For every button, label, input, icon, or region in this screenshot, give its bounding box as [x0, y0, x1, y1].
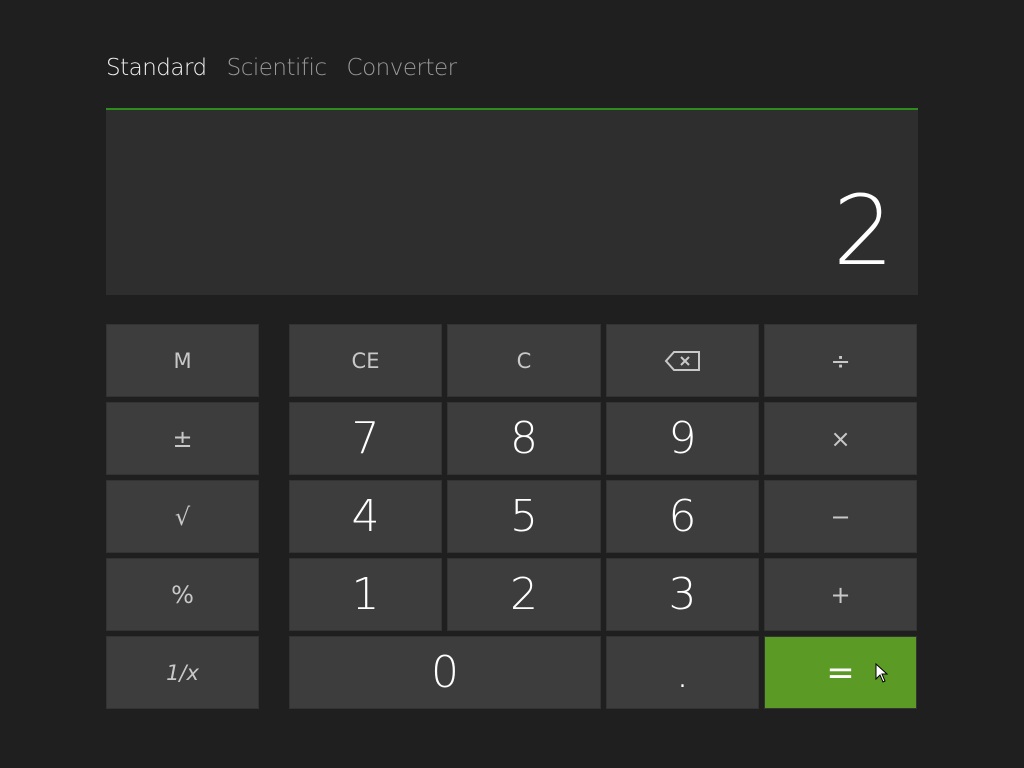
- keypad: CE C ÷ 7 8 9 × 4 5 6 − 1 2 3 + 0 . =: [289, 324, 917, 709]
- digit-2-button[interactable]: 2: [447, 558, 601, 631]
- digit-1-button[interactable]: 1: [289, 558, 442, 631]
- memory-button[interactable]: M: [106, 324, 259, 397]
- decimal-button[interactable]: .: [606, 636, 759, 709]
- multiply-button[interactable]: ×: [764, 402, 917, 475]
- digit-5-button[interactable]: 5: [447, 480, 601, 553]
- backspace-icon: [664, 350, 700, 371]
- equals-button[interactable]: =: [764, 636, 917, 709]
- digit-3-button[interactable]: 3: [606, 558, 759, 631]
- digit-9-button[interactable]: 9: [606, 402, 759, 475]
- digit-8-button[interactable]: 8: [447, 402, 601, 475]
- tab-scientific[interactable]: Scientific: [226, 55, 327, 81]
- display-value: 2: [832, 175, 894, 287]
- tab-converter[interactable]: Converter: [346, 55, 458, 81]
- function-column: M ± √ % 1/x: [106, 324, 259, 709]
- digit-0-button[interactable]: 0: [289, 636, 601, 709]
- square-root-button[interactable]: √: [106, 480, 259, 553]
- negate-button[interactable]: ±: [106, 402, 259, 475]
- divide-button[interactable]: ÷: [764, 324, 917, 397]
- digit-7-button[interactable]: 7: [289, 402, 442, 475]
- subtract-button[interactable]: −: [764, 480, 917, 553]
- reciprocal-button[interactable]: 1/x: [106, 636, 259, 709]
- result-display: 2: [106, 108, 918, 295]
- tab-standard[interactable]: Standard: [106, 55, 207, 81]
- clear-entry-button[interactable]: CE: [289, 324, 442, 397]
- backspace-button[interactable]: [606, 324, 759, 397]
- digit-6-button[interactable]: 6: [606, 480, 759, 553]
- digit-4-button[interactable]: 4: [289, 480, 442, 553]
- mouse-cursor-icon: [875, 663, 889, 683]
- mode-tabs: Standard Scientific Converter: [106, 55, 457, 81]
- percent-button[interactable]: %: [106, 558, 259, 631]
- clear-button[interactable]: C: [447, 324, 601, 397]
- equals-label: =: [826, 652, 855, 693]
- add-button[interactable]: +: [764, 558, 917, 631]
